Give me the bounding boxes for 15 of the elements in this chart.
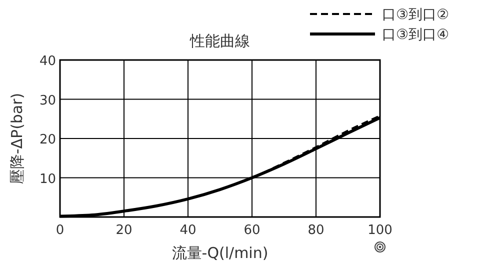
y-axis-title: 壓降-ΔP(bar)	[8, 92, 26, 184]
x-axis-title: 流量-Q(l/min)	[172, 244, 268, 262]
y-tick-label: 20	[39, 132, 56, 148]
legend-label: 口③到口②	[382, 7, 450, 23]
chart-title: 性能曲線	[189, 32, 250, 50]
x-tick-label: 40	[180, 223, 196, 238]
x-tick-label: 0	[56, 223, 64, 238]
y-tick-label: 30	[39, 93, 56, 108]
x-tick-label: 80	[308, 223, 324, 238]
y-tick-label: 40	[39, 54, 56, 69]
legend-label: 口③到口④	[382, 27, 450, 43]
x-tick-label: 20	[116, 223, 132, 238]
y-tick-label: 10	[39, 172, 56, 187]
x-tick-label: 60	[244, 223, 260, 238]
x-tick-label: 100	[368, 223, 392, 238]
